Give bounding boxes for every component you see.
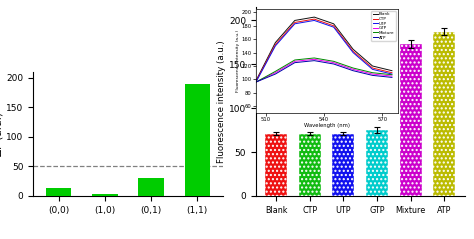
Bar: [433, 32, 455, 196]
Y-axis label: Fluorescence intensity (a.u.): Fluorescence intensity (a.u.): [217, 40, 226, 163]
Bar: [185, 84, 210, 196]
Bar: [46, 188, 71, 196]
Bar: [299, 134, 321, 196]
Bar: [332, 134, 355, 196]
Bar: [138, 178, 164, 196]
Bar: [400, 44, 422, 196]
Bar: [92, 194, 118, 196]
Bar: [366, 130, 388, 196]
Y-axis label: ΔF (a.u.): ΔF (a.u.): [0, 112, 3, 156]
Bar: [265, 134, 287, 196]
